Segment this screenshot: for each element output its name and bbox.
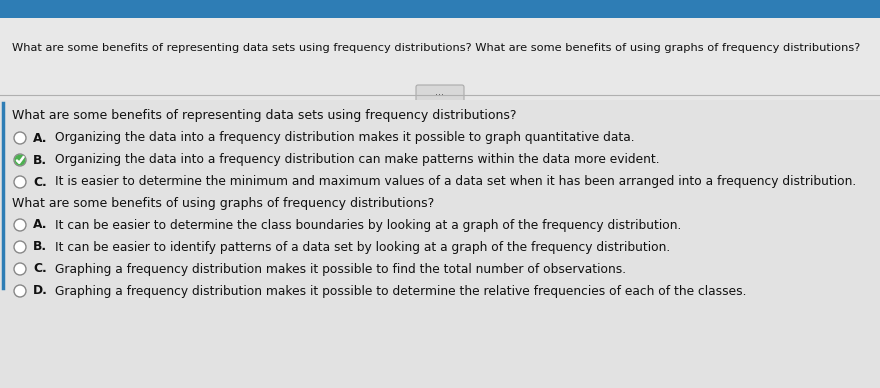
Text: ···: ···	[436, 90, 444, 100]
Text: B.: B.	[33, 241, 48, 253]
Text: A.: A.	[33, 132, 48, 144]
Circle shape	[14, 154, 26, 166]
Text: What are some benefits of representing data sets using frequency distributions? : What are some benefits of representing d…	[12, 43, 861, 53]
Circle shape	[14, 176, 26, 188]
Text: Graphing a frequency distribution makes it possible to determine the relative fr: Graphing a frequency distribution makes …	[55, 284, 746, 298]
Text: C.: C.	[33, 175, 47, 189]
Text: Graphing a frequency distribution makes it possible to find the total number of : Graphing a frequency distribution makes …	[55, 263, 627, 275]
Text: Organizing the data into a frequency distribution can make patterns within the d: Organizing the data into a frequency dis…	[55, 154, 660, 166]
Circle shape	[14, 132, 26, 144]
FancyBboxPatch shape	[0, 0, 880, 18]
Text: What are some benefits of representing data sets using frequency distributions?: What are some benefits of representing d…	[12, 109, 517, 123]
FancyBboxPatch shape	[0, 100, 880, 388]
Circle shape	[14, 285, 26, 297]
Circle shape	[14, 154, 26, 166]
Text: A.: A.	[33, 218, 48, 232]
Text: It can be easier to identify patterns of a data set by looking at a graph of the: It can be easier to identify patterns of…	[55, 241, 671, 253]
Text: D.: D.	[33, 284, 48, 298]
Text: It can be easier to determine the class boundaries by looking at a graph of the : It can be easier to determine the class …	[55, 218, 681, 232]
Circle shape	[14, 263, 26, 275]
FancyBboxPatch shape	[416, 85, 464, 105]
Circle shape	[14, 241, 26, 253]
Text: C.: C.	[33, 263, 47, 275]
Text: Organizing the data into a frequency distribution makes it possible to graph qua: Organizing the data into a frequency dis…	[55, 132, 634, 144]
Text: B.: B.	[33, 154, 48, 166]
Text: What are some benefits of using graphs of frequency distributions?: What are some benefits of using graphs o…	[12, 196, 434, 210]
Text: It is easier to determine the minimum and maximum values of a data set when it h: It is easier to determine the minimum an…	[55, 175, 856, 189]
FancyBboxPatch shape	[0, 18, 880, 100]
Circle shape	[14, 219, 26, 231]
